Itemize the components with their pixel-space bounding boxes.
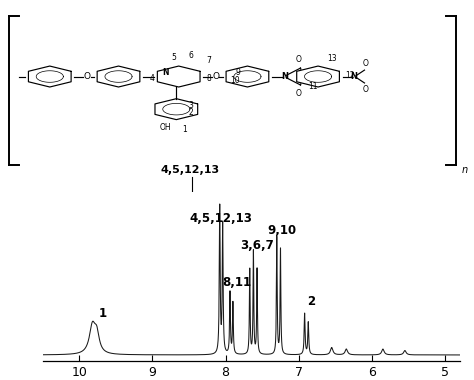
Text: O: O bbox=[363, 85, 368, 93]
Text: 12: 12 bbox=[346, 71, 355, 80]
Text: 9,10: 9,10 bbox=[267, 224, 297, 237]
Text: O: O bbox=[363, 60, 368, 68]
Text: 2: 2 bbox=[188, 108, 193, 117]
Text: N: N bbox=[282, 72, 288, 81]
Text: N: N bbox=[162, 68, 169, 78]
Text: O: O bbox=[212, 72, 219, 81]
Text: 1: 1 bbox=[182, 125, 187, 134]
Text: 1: 1 bbox=[99, 307, 107, 320]
Text: 10: 10 bbox=[231, 76, 240, 85]
Text: O: O bbox=[296, 89, 301, 98]
Text: O: O bbox=[83, 72, 90, 81]
Text: 6: 6 bbox=[188, 51, 193, 60]
Text: O: O bbox=[296, 55, 301, 65]
Text: 8: 8 bbox=[206, 74, 211, 82]
Text: OH: OH bbox=[160, 123, 172, 132]
Text: 3,6,7: 3,6,7 bbox=[240, 239, 274, 252]
Text: 13: 13 bbox=[328, 54, 337, 63]
Text: 8,11: 8,11 bbox=[222, 276, 251, 288]
Text: 9: 9 bbox=[236, 68, 240, 78]
Text: 11: 11 bbox=[309, 82, 318, 91]
Text: 4: 4 bbox=[150, 74, 155, 84]
Text: 7: 7 bbox=[206, 56, 211, 65]
Text: 4,5,12,13: 4,5,12,13 bbox=[160, 165, 219, 175]
Text: 4,5,12,13: 4,5,12,13 bbox=[190, 212, 253, 225]
Text: n: n bbox=[462, 165, 468, 175]
Text: 3: 3 bbox=[188, 101, 193, 111]
Text: 2: 2 bbox=[307, 295, 315, 308]
Text: 5: 5 bbox=[172, 54, 176, 62]
Text: N: N bbox=[351, 72, 357, 81]
